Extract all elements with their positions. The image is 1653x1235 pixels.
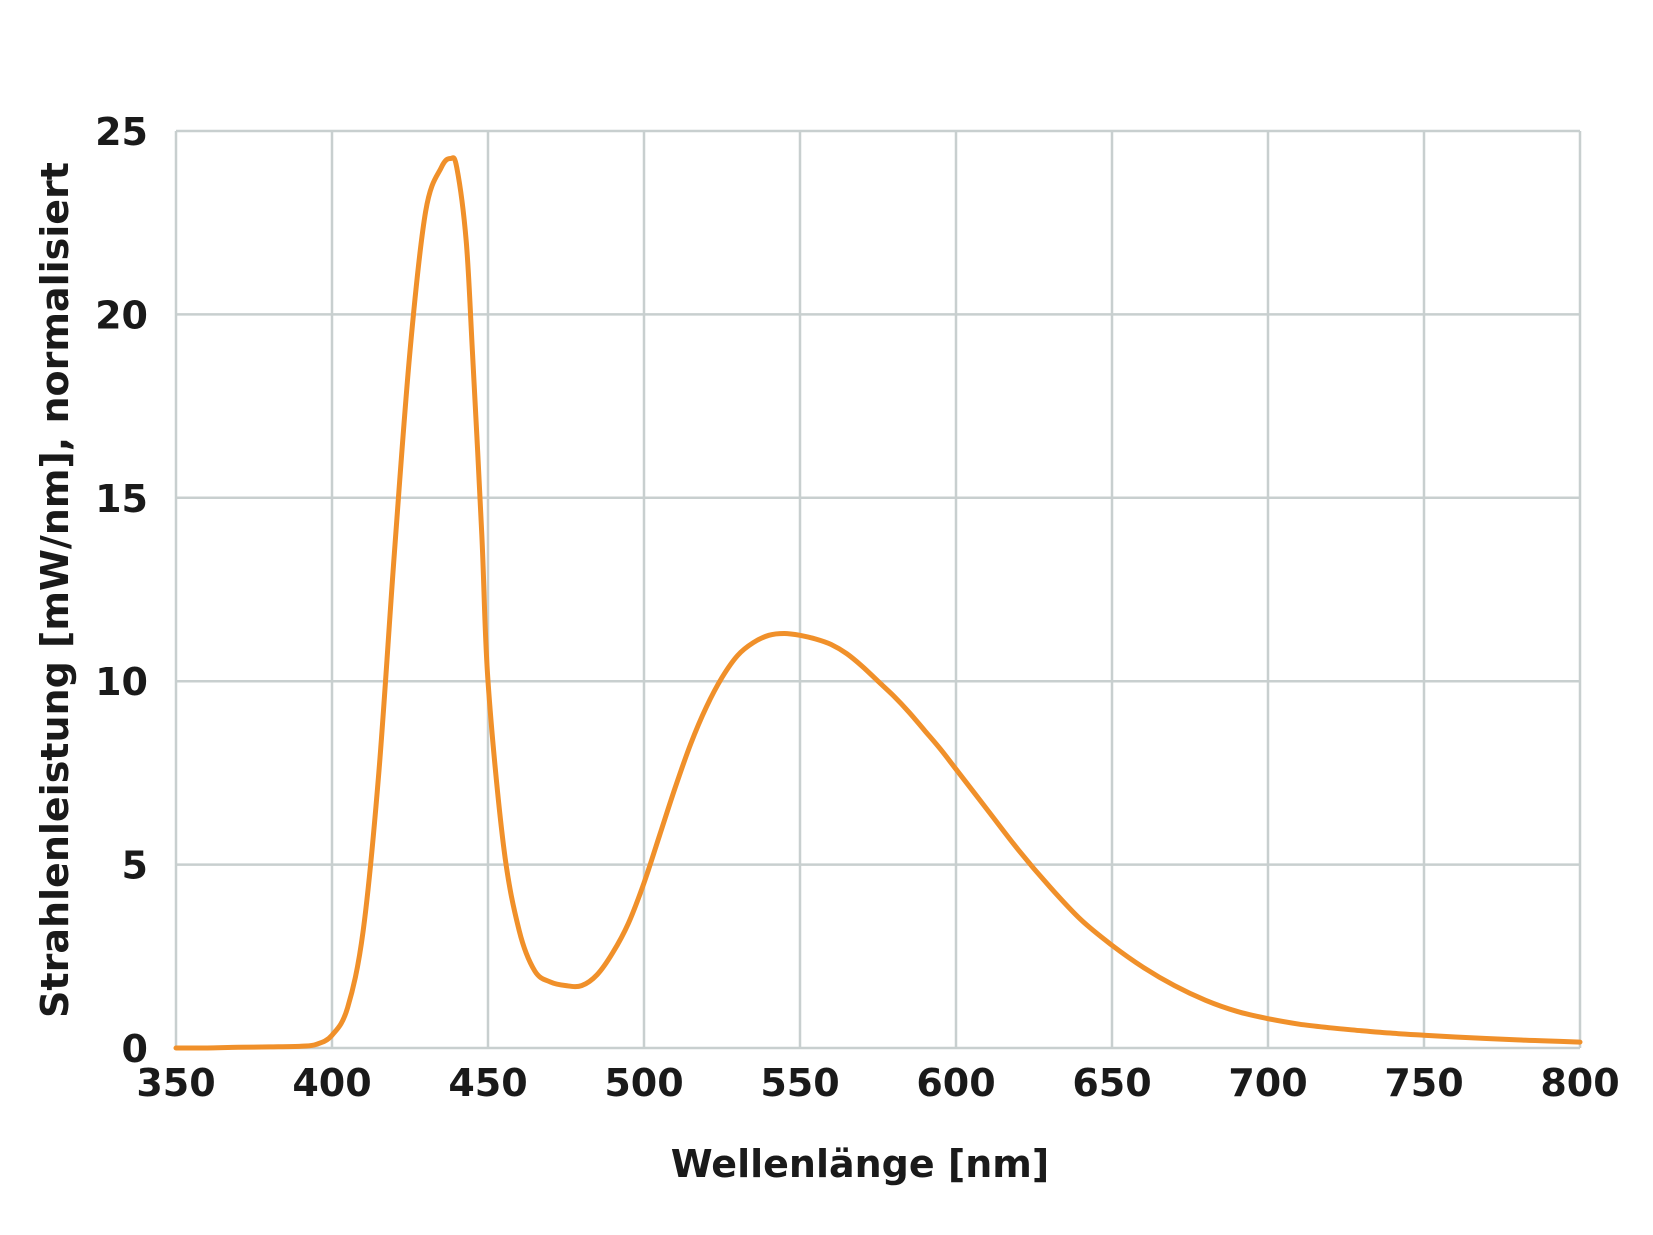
x-tick-label: 350: [136, 1061, 215, 1105]
x-tick-label: 800: [1540, 1061, 1619, 1105]
horizontal-gridlines: [176, 129, 1580, 1050]
y-tick-labels: 0 5 10 15 20 25: [95, 110, 148, 1071]
y-tick-label: 15: [95, 477, 148, 521]
x-tick-label: 500: [604, 1061, 683, 1105]
x-axis-title: Wellenlänge [nm]: [671, 1142, 1050, 1186]
x-tick-labels: 350 400 450 500 550 600 650 700 750 800: [136, 1061, 1619, 1105]
x-tick-label: 550: [760, 1061, 839, 1105]
x-tick-label: 600: [916, 1061, 995, 1105]
y-tick-label: 25: [95, 110, 148, 154]
series-line: [173, 155, 1583, 1051]
x-tick-label: 650: [1072, 1061, 1151, 1105]
y-axis-title: Strahlenleistung [mW/nm], normalisiert: [33, 162, 77, 1018]
y-tick-label: 10: [95, 660, 148, 704]
vertical-gridlines: [174, 131, 1582, 1048]
y-tick-label: 0: [122, 1027, 148, 1071]
x-tick-label: 450: [448, 1061, 527, 1105]
y-tick-label: 20: [95, 293, 148, 337]
x-tick-label: 750: [1384, 1061, 1463, 1105]
x-tick-label: 400: [292, 1061, 371, 1105]
x-tick-label: 700: [1228, 1061, 1307, 1105]
y-tick-label: 5: [122, 844, 148, 888]
